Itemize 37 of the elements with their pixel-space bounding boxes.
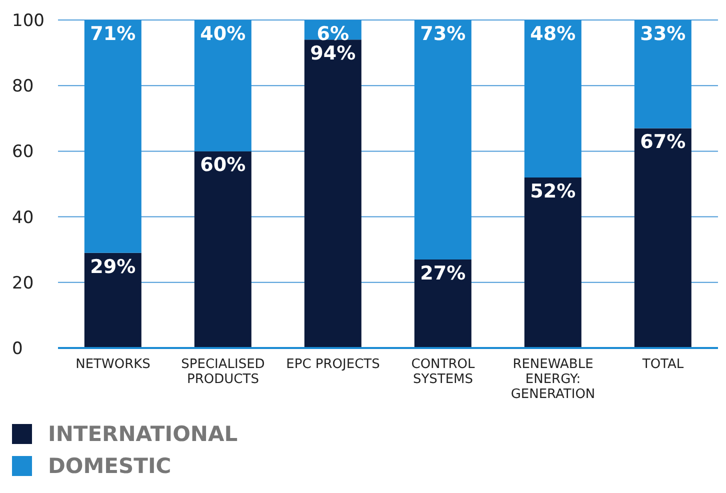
text: 6% <box>316 23 350 45</box>
y-tick-label: 20 <box>12 273 34 294</box>
y-tick-label: 60 <box>12 142 34 162</box>
bar <box>194 20 252 152</box>
bar <box>304 40 362 348</box>
bar <box>634 128 692 348</box>
text: 29% <box>90 256 136 278</box>
text: 27% <box>420 262 466 284</box>
bar <box>84 20 142 253</box>
legend-label: DOMESTIC <box>48 454 172 478</box>
bar <box>414 259 472 348</box>
text: 71% <box>90 23 136 45</box>
x-tick-label: RENEWABLE ENERGY: GENERATION <box>510 357 596 402</box>
bar <box>524 20 582 178</box>
y-tick-label: 0 <box>12 339 23 360</box>
x-tick-label: SPECIALISED PRODUCTS <box>181 357 265 387</box>
text: 67% <box>640 131 686 154</box>
legend-label: INTERNATIONAL <box>48 422 238 446</box>
text: 48% <box>530 23 576 45</box>
bar <box>84 252 142 348</box>
text: 60% <box>200 154 246 176</box>
text: 40% <box>200 23 246 45</box>
y-tick-label: 80 <box>12 76 34 97</box>
bar <box>414 20 472 260</box>
bar <box>634 20 692 128</box>
text: 33% <box>640 23 686 45</box>
bar <box>524 177 582 348</box>
text: 52% <box>530 180 576 202</box>
bar <box>194 151 252 348</box>
text: 94% <box>310 42 356 65</box>
x-tick-label: CONTROL SYSTEMS <box>411 357 476 387</box>
y-tick-label: 40 <box>12 208 34 228</box>
x-tick-label: NETWORKS <box>76 357 150 372</box>
y-tick-label: 100 <box>12 11 44 32</box>
text: 73% <box>420 23 466 45</box>
x-tick-label: EPC PROJECTS <box>286 357 380 372</box>
x-tick-label: TOTAL <box>641 357 684 372</box>
